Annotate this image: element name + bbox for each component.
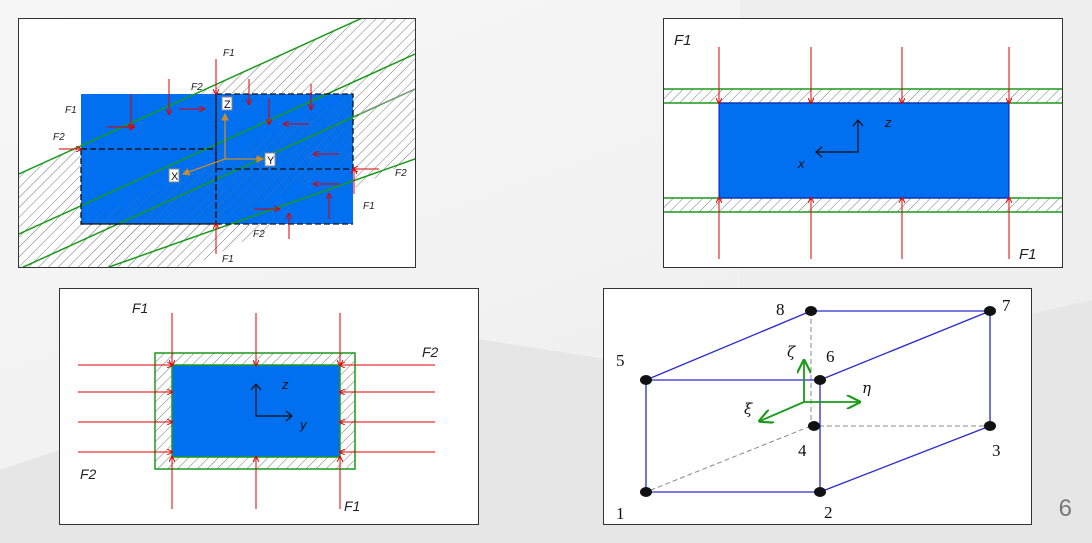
- node-label-5: 5: [616, 351, 625, 370]
- label-f1-top: F1: [674, 32, 692, 49]
- axis-y-label: y: [299, 417, 308, 432]
- axis-eta-label: η: [862, 379, 871, 397]
- panel-section-xz: z x F1 F1: [663, 18, 1063, 268]
- node-6: [814, 375, 826, 385]
- axis-z-label: z: [884, 115, 892, 130]
- node-label-6: 6: [826, 347, 835, 366]
- label-f1-top: F1: [132, 300, 148, 316]
- panel-hexahedral-element: 1 2 3 4 5 6 7 8 ζ η ξ: [603, 288, 1032, 525]
- label-f1-top: F1: [223, 48, 235, 59]
- node-label-7: 7: [1002, 296, 1011, 315]
- node-5: [640, 375, 652, 385]
- label-f2-bottom: F2: [253, 229, 265, 240]
- axis-z-label: Z: [224, 99, 231, 111]
- label-f1-bottom: F1: [1019, 246, 1037, 263]
- label-f1-bottom: F1: [344, 498, 360, 514]
- label-f1-right: F1: [363, 201, 375, 212]
- label-f2-top: F2: [191, 82, 203, 93]
- node-8: [805, 306, 817, 316]
- axis-zeta-label: ζ: [787, 343, 796, 361]
- node-1: [640, 487, 652, 497]
- node-label-8: 8: [776, 300, 785, 319]
- label-f2-right: F2: [422, 344, 439, 360]
- node-label-2: 2: [824, 503, 833, 522]
- node-4: [808, 421, 820, 431]
- label-f1-left: F1: [65, 105, 77, 116]
- label-f2-left: F2: [80, 466, 97, 482]
- label-f2-left: F2: [53, 132, 65, 143]
- panel-section-yz: z y F1 F2 F2 F1: [59, 288, 479, 525]
- node-3: [984, 421, 996, 431]
- node-label-4: 4: [798, 441, 807, 460]
- panel-oblique-stress-element: Z Y X F1 F2 F1 F2 F2 F1 F2 F1: [18, 18, 416, 268]
- axis-x-label: x: [797, 156, 805, 171]
- blue-element: [718, 102, 1010, 199]
- node-label-3: 3: [992, 441, 1001, 460]
- node-7: [984, 306, 996, 316]
- node-2: [814, 487, 826, 497]
- axis-x-label: X: [171, 171, 179, 183]
- label-f1-bottom: F1: [222, 254, 234, 265]
- slide-number: 6: [1058, 495, 1072, 522]
- node-label-1: 1: [616, 504, 625, 523]
- axis-xi-label: ξ: [744, 400, 753, 418]
- axis-y-label: Y: [267, 155, 275, 167]
- label-f2-right: F2: [395, 168, 407, 179]
- axis-z-label: z: [281, 377, 289, 392]
